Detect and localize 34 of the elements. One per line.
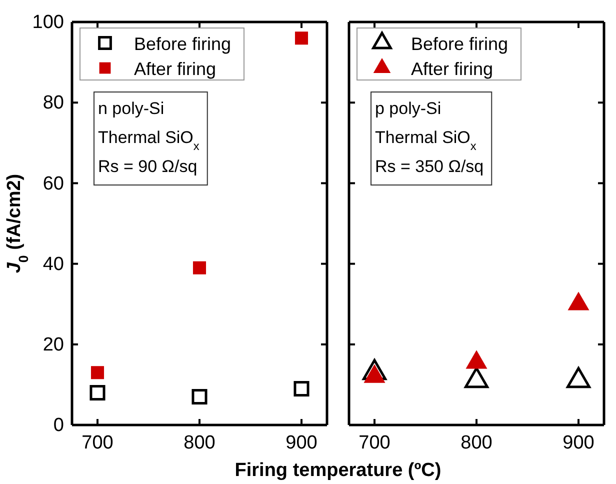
x-tick-label: 700	[82, 432, 114, 454]
point	[362, 358, 386, 380]
annotation: p poly-Si	[375, 99, 442, 118]
annotation: Thermal SiO$_{x}$	[375, 128, 476, 153]
x-tick-label: 900	[562, 432, 594, 454]
point	[464, 367, 488, 388]
annotation: n poly-Si	[98, 99, 164, 118]
annotation: Rs = 350 Ω/sq	[375, 157, 484, 176]
legend-label: Before firing	[411, 34, 508, 54]
legend-label: After firing	[134, 59, 216, 79]
x-axis-title: Firing temperature (ºC)	[234, 460, 442, 481]
y-tick-label: 60	[42, 173, 64, 194]
x-tick-label: 700	[358, 432, 390, 454]
y-tick-label: 20	[42, 334, 64, 356]
x-tick-label: 800	[184, 432, 216, 454]
legend-label: After firing	[411, 59, 494, 79]
point	[192, 389, 208, 405]
y-tick-label: 0	[53, 415, 64, 436]
legend-label: Before firing	[134, 34, 232, 54]
y-tick-label: 40	[42, 254, 64, 275]
annotation: Thermal SiO$_{x}$	[98, 128, 200, 153]
y-tick-label: 100	[32, 12, 64, 34]
x-tick-label: 900	[286, 432, 318, 454]
point	[192, 261, 206, 274]
point	[566, 367, 590, 388]
point	[568, 292, 590, 310]
point	[90, 384, 106, 401]
point	[90, 366, 104, 380]
annotation: Rs = 90 Ω/sq	[98, 157, 198, 176]
point	[294, 32, 308, 45]
point	[294, 380, 310, 396]
y-tick-label: 80	[42, 92, 64, 114]
point	[466, 350, 488, 369]
x-tick-label: 800	[460, 432, 492, 454]
